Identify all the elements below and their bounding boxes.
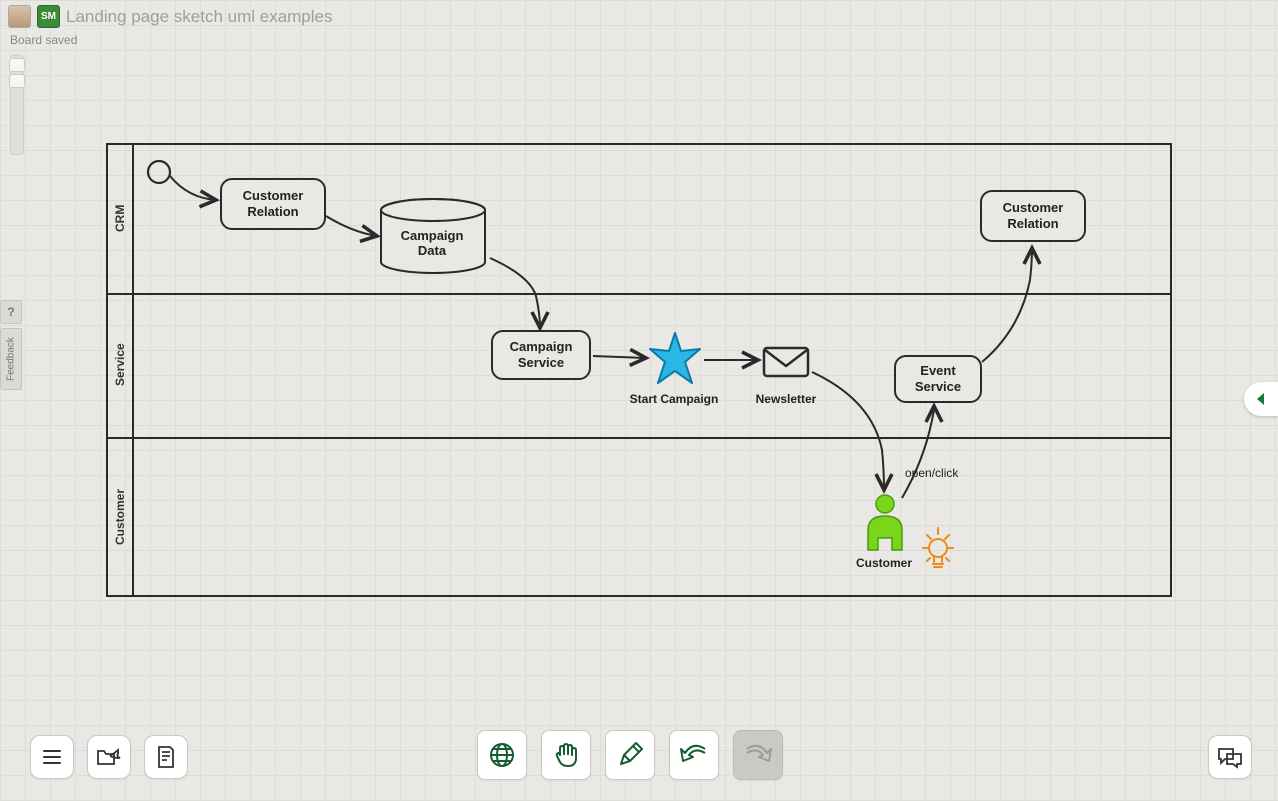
share-button[interactable]	[87, 735, 131, 779]
node-label: Event Service	[915, 363, 961, 396]
zoom-thumb[interactable]	[9, 58, 25, 72]
expand-panel-button[interactable]	[1244, 382, 1278, 416]
globe-icon	[488, 741, 516, 769]
lane-label-crm: CRM	[109, 143, 131, 293]
star-icon[interactable]	[648, 331, 702, 387]
lane-label-service: Service	[109, 293, 131, 437]
workspace-badge[interactable]: SM	[37, 5, 60, 28]
node-label: Customer Relation	[1003, 200, 1064, 233]
node-customer-relation-2[interactable]: Customer Relation	[980, 190, 1086, 242]
avatar[interactable]	[8, 5, 31, 28]
lane-sep-2	[106, 437, 1172, 439]
lane-label-customer: Customer	[109, 437, 131, 597]
zoom-slider[interactable]	[10, 55, 24, 155]
toolbar-center	[477, 730, 783, 780]
node-customer-relation[interactable]: Customer Relation	[220, 178, 326, 230]
help-button[interactable]: ?	[0, 300, 22, 324]
redo-button	[733, 730, 783, 780]
pencil-icon	[616, 741, 644, 769]
feedback-button[interactable]: Feedback	[0, 328, 22, 390]
chat-icon	[1217, 745, 1243, 769]
canvas[interactable]: SM Landing page sketch uml examples Boar…	[0, 0, 1278, 801]
hand-icon	[552, 741, 580, 769]
page-icon	[155, 745, 177, 769]
list-button[interactable]	[30, 735, 74, 779]
pencil-button[interactable]	[605, 730, 655, 780]
lane-sep-1	[106, 293, 1172, 295]
chat-button[interactable]	[1208, 735, 1252, 779]
redo-icon	[743, 743, 773, 767]
node-label: Campaign Service	[510, 339, 573, 372]
start-event[interactable]	[146, 159, 172, 185]
zoom-thumb-2[interactable]	[9, 74, 25, 88]
node-label: Customer Relation	[243, 188, 304, 221]
envelope-icon[interactable]	[762, 344, 810, 380]
header: SM Landing page sketch uml examples	[8, 5, 333, 28]
undo-button[interactable]	[669, 730, 719, 780]
person-icon[interactable]	[862, 494, 908, 554]
folder-share-icon	[96, 746, 122, 768]
envelope-caption: Newsletter	[726, 392, 846, 406]
page-button[interactable]	[144, 735, 188, 779]
list-icon	[40, 745, 64, 769]
star-caption: Start Campaign	[614, 392, 734, 406]
undo-icon	[679, 743, 709, 767]
edge-label-open-click: open/click	[905, 466, 958, 480]
chevron-left-icon	[1253, 391, 1269, 407]
feedback-panel: ? Feedback	[0, 300, 22, 390]
node-event-service[interactable]: Event Service	[894, 355, 982, 403]
hand-button[interactable]	[541, 730, 591, 780]
board-title[interactable]: Landing page sketch uml examples	[66, 7, 333, 27]
node-campaign-service[interactable]: Campaign Service	[491, 330, 591, 380]
board-status: Board saved	[10, 33, 77, 47]
db-label: Campaign Data	[378, 228, 486, 258]
lightbulb-icon[interactable]	[916, 522, 960, 574]
globe-button[interactable]	[477, 730, 527, 780]
